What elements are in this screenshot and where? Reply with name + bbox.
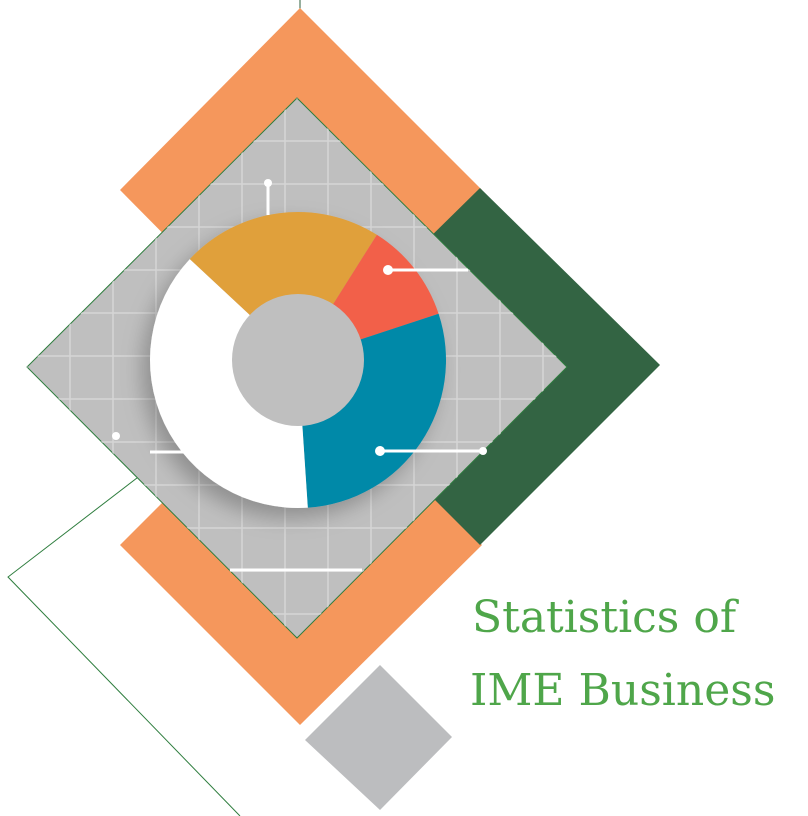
gray-square	[305, 665, 452, 810]
donut-segment	[150, 259, 308, 508]
callouts	[150, 183, 483, 572]
callout-dot	[264, 179, 272, 187]
title-line: IME Business	[470, 665, 775, 716]
callout-dots	[112, 179, 487, 456]
donut-segment	[189, 212, 377, 360]
callout-dot	[375, 446, 385, 456]
title-line: Statistics of	[472, 592, 739, 643]
callout-dot	[112, 432, 120, 440]
thin-line	[7, 467, 241, 816]
callout-dot	[479, 447, 487, 455]
donut	[150, 212, 446, 508]
donut-hole	[232, 294, 364, 426]
callout-dot	[383, 265, 393, 275]
